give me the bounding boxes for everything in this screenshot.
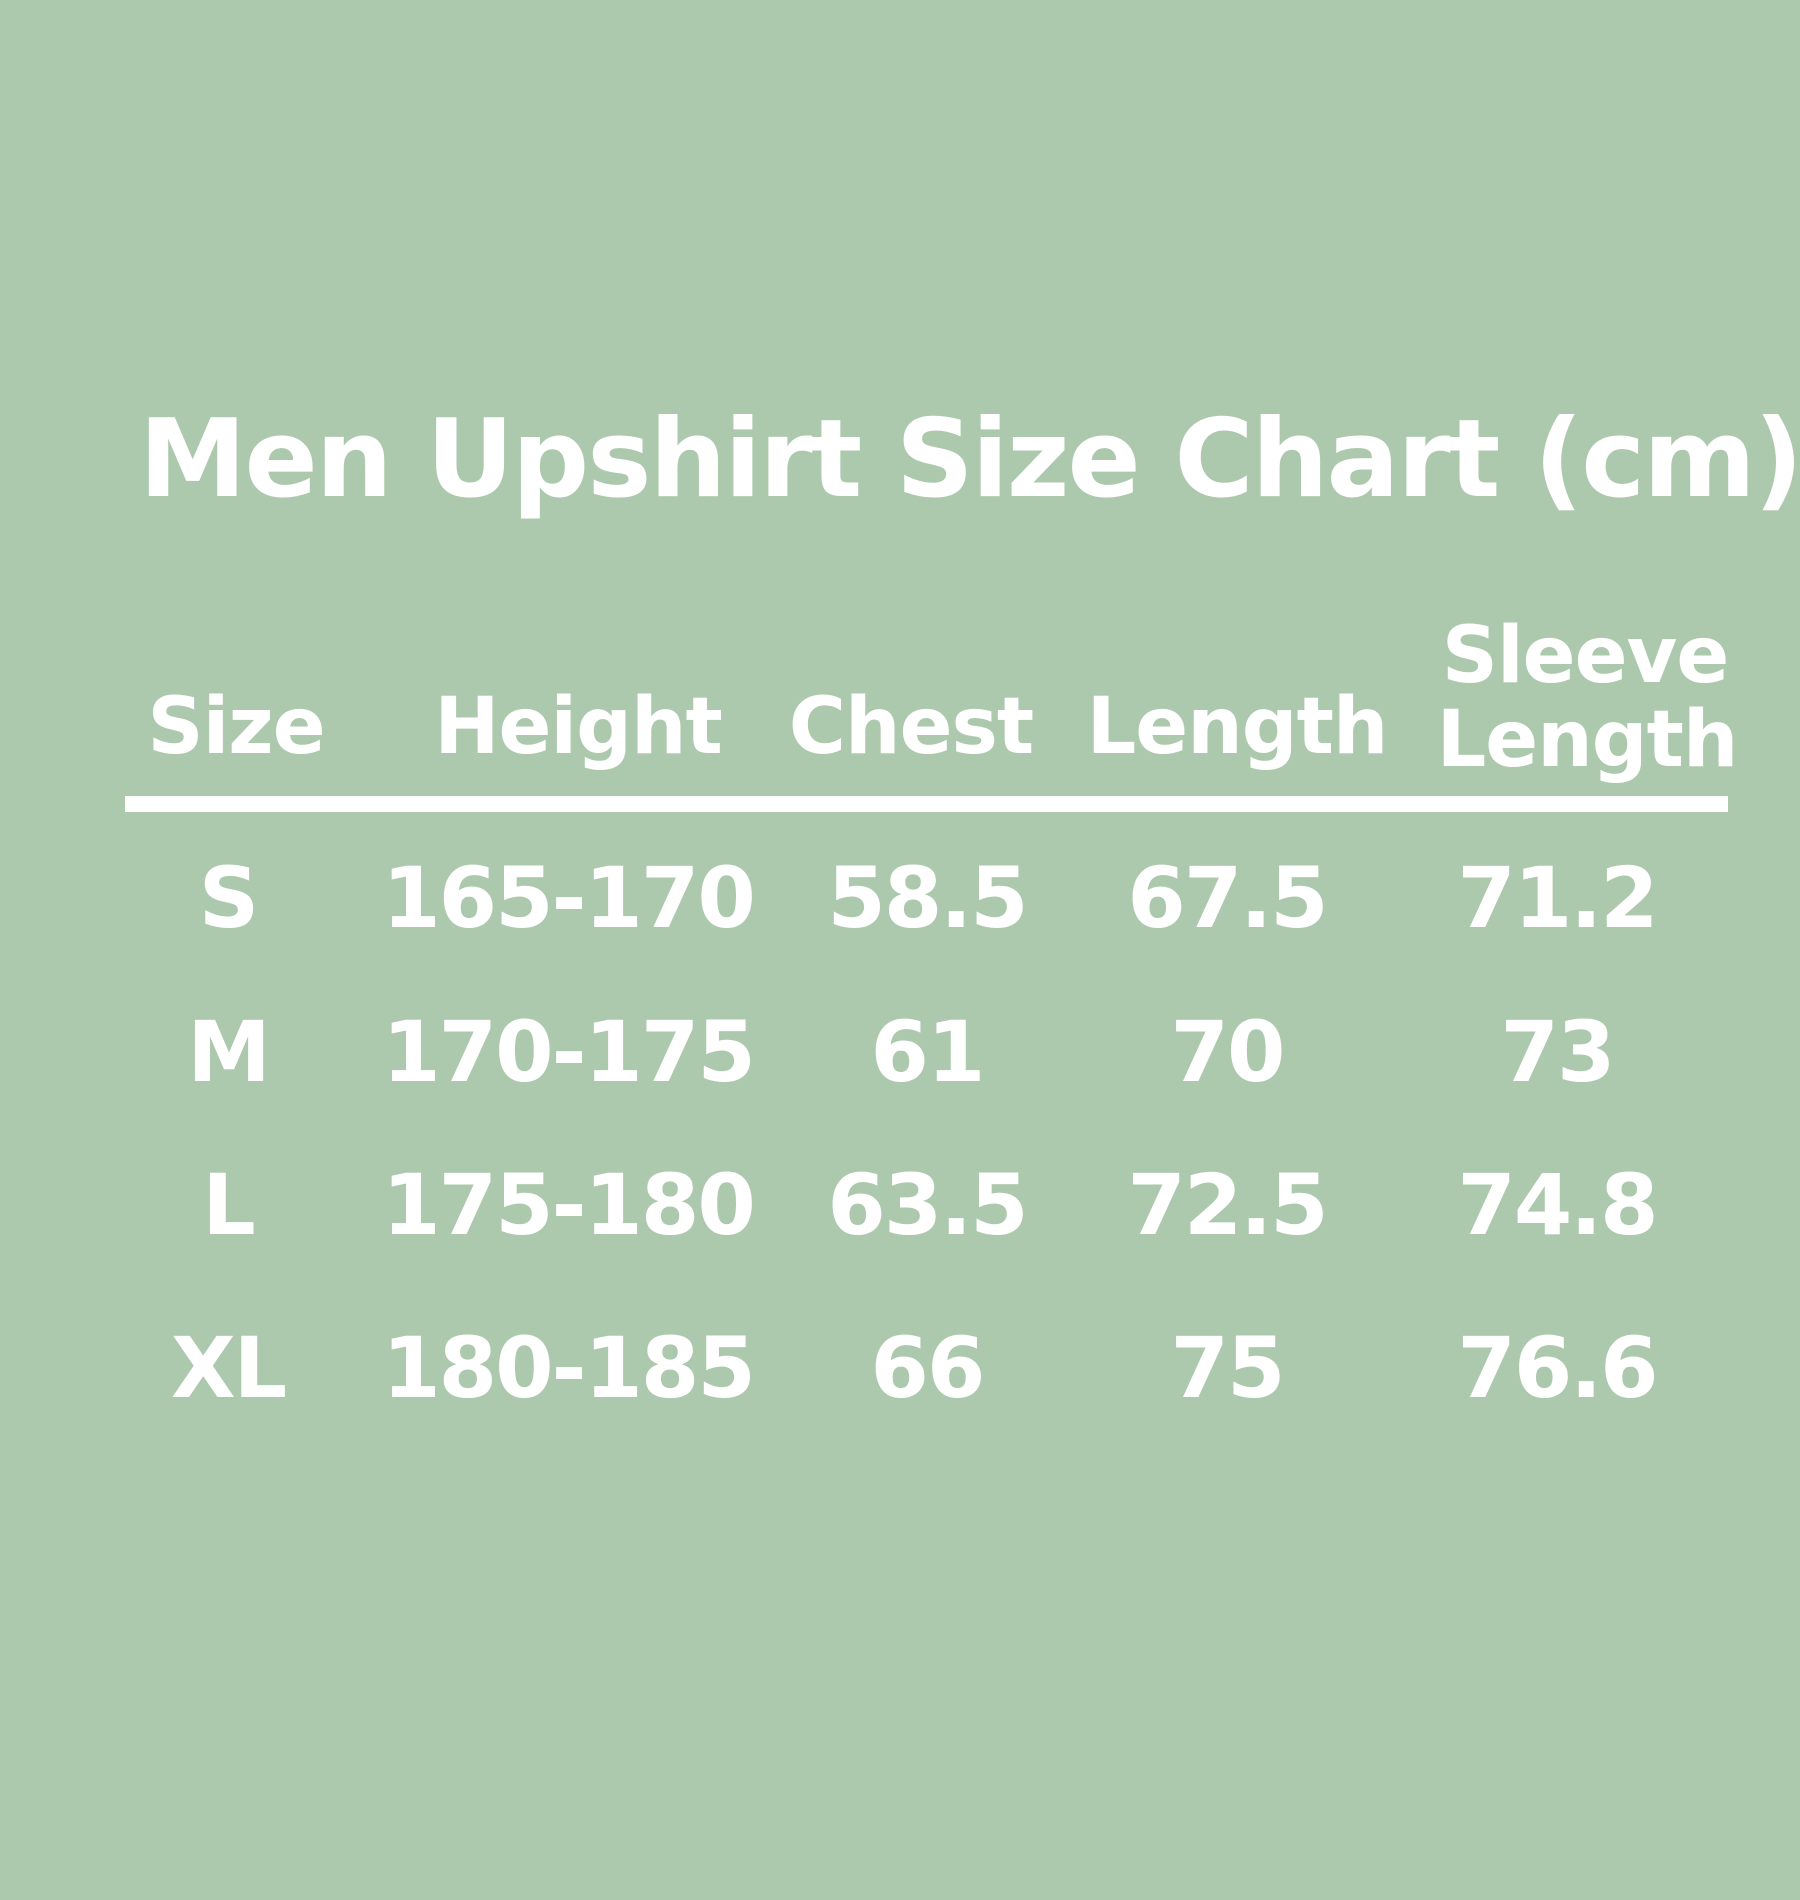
- cell-length: 67.5: [1127, 849, 1328, 947]
- cell-length: 75: [1170, 1319, 1286, 1417]
- cell-size: S: [198, 849, 259, 947]
- cell-chest: 58.5: [827, 849, 1028, 947]
- cell-size: L: [202, 1156, 256, 1254]
- cell-sleeve-length: 73: [1500, 1003, 1616, 1101]
- cell-chest: 66: [870, 1319, 986, 1417]
- cell-length: 72.5: [1127, 1156, 1328, 1254]
- header-chest: Chest: [788, 682, 1034, 772]
- header-length: Length: [1086, 682, 1389, 772]
- cell-height: 165-170: [382, 849, 756, 947]
- cell-height: 175-180: [382, 1156, 756, 1254]
- cell-length: 70: [1170, 1003, 1286, 1101]
- cell-size: XL: [170, 1319, 287, 1417]
- header-size: Size: [147, 682, 325, 772]
- cell-sleeve-length: 71.2: [1457, 849, 1658, 947]
- cell-sleeve-length: 76.6: [1457, 1319, 1658, 1417]
- header-sleeve-line2: Length: [1436, 695, 1739, 785]
- cell-chest: 63.5: [827, 1156, 1028, 1254]
- cell-height: 170-175: [382, 1003, 756, 1101]
- header-height: Height: [434, 682, 723, 772]
- header-sleeve-line1: Sleeve: [1441, 611, 1729, 701]
- page-title: Men Upshirt Size Chart (cm): [139, 397, 1800, 522]
- cell-sleeve-length: 74.8: [1457, 1156, 1658, 1254]
- cell-chest: 61: [870, 1003, 986, 1101]
- cell-height: 180-185: [382, 1319, 756, 1417]
- header-divider: [125, 796, 1728, 812]
- cell-size: M: [187, 1003, 271, 1101]
